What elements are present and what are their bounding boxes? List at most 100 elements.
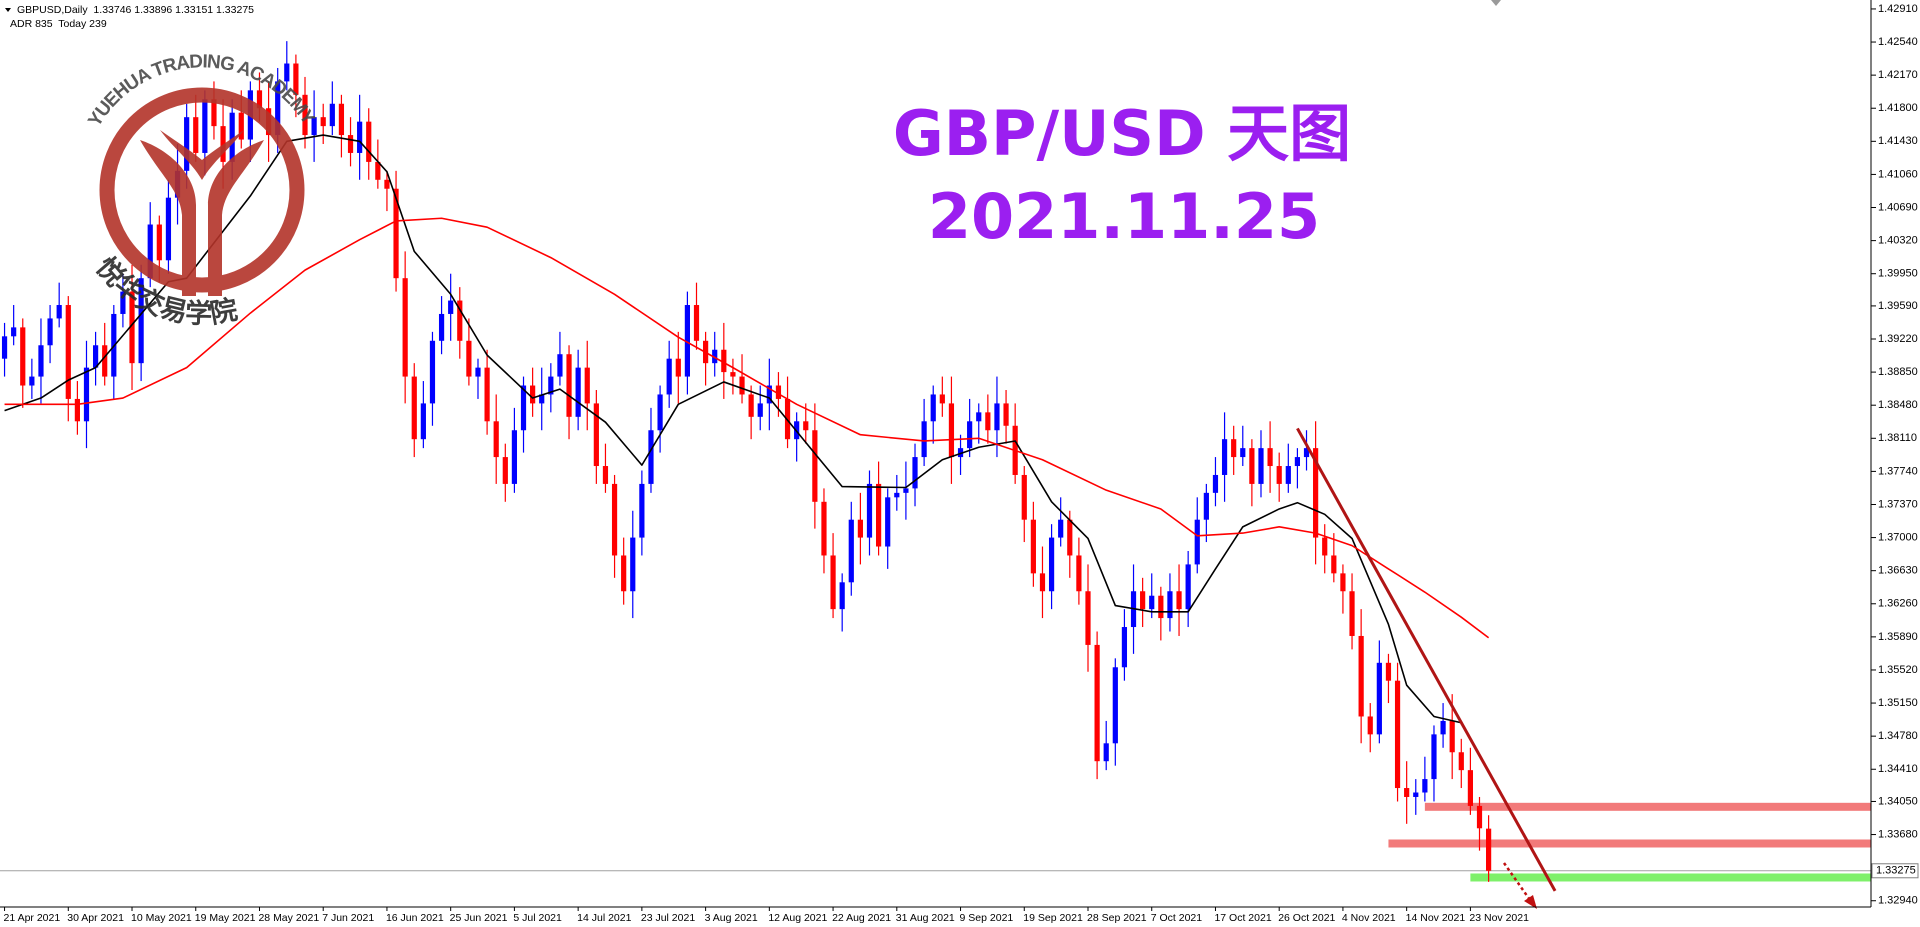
logo-left-arm <box>140 140 196 296</box>
candle-body <box>602 466 609 484</box>
level-zone <box>1424 802 1871 811</box>
y-tick-label: 1.42170 <box>1878 69 1918 81</box>
candle-body <box>1212 474 1219 493</box>
candle-body <box>129 291 135 364</box>
candle-body <box>712 349 718 364</box>
x-tick-label: 23 Nov 2021 <box>1469 912 1529 924</box>
candle-body <box>402 278 408 377</box>
y-tick-label: 1.41800 <box>1878 102 1918 114</box>
candle-body <box>457 300 463 341</box>
marks-layer <box>1 41 1492 882</box>
candle-body <box>1476 805 1483 829</box>
candle-body <box>985 412 991 431</box>
y-tick-label: 1.35150 <box>1878 697 1918 709</box>
candle-body <box>384 179 390 189</box>
candle-body <box>448 300 454 314</box>
candle-body <box>857 519 863 538</box>
y-tick-label: 1.40320 <box>1878 235 1918 247</box>
candle-body <box>912 457 918 489</box>
x-tick-label: 25 Jun 2021 <box>450 912 508 924</box>
moving-average <box>4 217 1490 639</box>
candle-body <box>894 492 900 498</box>
candle-body <box>1267 448 1273 467</box>
candle-body <box>1340 573 1346 592</box>
chart-subtitle: 2021.11.25 <box>928 180 1320 253</box>
y-tick-label: 1.38850 <box>1878 366 1918 378</box>
x-tick-label: 19 May 2021 <box>195 912 256 924</box>
candle-body <box>630 537 636 592</box>
candle-body <box>1085 591 1091 645</box>
candle-body <box>120 291 126 314</box>
candle-body <box>575 367 581 417</box>
candle-body <box>666 358 672 395</box>
candle-body <box>839 582 845 610</box>
candle-body <box>184 117 190 171</box>
y-tick-label: 1.34050 <box>1878 795 1918 807</box>
candle-body <box>1021 474 1027 520</box>
candle-body <box>211 99 217 127</box>
candle-body <box>903 488 909 493</box>
candle-body <box>967 421 973 449</box>
candle-body <box>948 403 955 458</box>
candle-body <box>1231 439 1237 458</box>
candle-body <box>102 345 108 377</box>
last-price-box <box>1871 863 1919 879</box>
x-tick-label: 31 Aug 2021 <box>896 912 955 924</box>
candle-body <box>1094 644 1100 762</box>
candle-body <box>1394 680 1401 789</box>
projection-arrow <box>1502 862 1532 901</box>
candle-body <box>693 305 700 341</box>
candle-body <box>1303 448 1310 458</box>
x-tick-label: 16 Jun 2021 <box>386 912 444 924</box>
y-tick-label: 1.38480 <box>1878 399 1918 411</box>
candle-body <box>1367 716 1373 735</box>
x-tick-label: 28 May 2021 <box>258 912 319 924</box>
y-tick-label: 1.39220 <box>1878 333 1918 345</box>
candle-body <box>275 81 281 136</box>
candle-body <box>1 336 8 359</box>
menu-triangle <box>5 8 11 12</box>
candle-body <box>675 358 681 377</box>
trend-line <box>1296 427 1557 892</box>
candle-body <box>1440 720 1446 735</box>
candle-body <box>957 448 964 458</box>
candle-body <box>393 188 399 279</box>
candle-body <box>1030 519 1036 574</box>
candle-body <box>484 367 490 422</box>
candle-body <box>1112 667 1118 744</box>
candle-body <box>812 430 818 502</box>
indicator-line: ADR 835 Today 239 <box>10 18 107 30</box>
candle-body <box>511 430 518 484</box>
candle-body <box>1449 720 1455 753</box>
candle-body <box>1258 448 1264 484</box>
y-tick-label: 1.39590 <box>1878 300 1918 312</box>
shift-marker <box>1491 0 1501 6</box>
plot-area <box>0 0 1871 907</box>
candle-body <box>1313 448 1319 538</box>
candle-body <box>20 327 26 386</box>
candle-body <box>311 117 317 136</box>
logo-ring <box>99 87 305 293</box>
candle-body <box>29 376 35 386</box>
candle-body <box>1194 519 1200 565</box>
candle-body <box>1003 403 1009 426</box>
candle-body <box>684 305 690 377</box>
candle-body <box>1067 519 1073 556</box>
candle-body <box>38 345 44 377</box>
x-tick-label: 21 Apr 2021 <box>4 912 61 924</box>
candle-body <box>320 117 326 127</box>
candle-body <box>1376 662 1382 735</box>
x-tick-label: 14 Jul 2021 <box>577 912 631 924</box>
candle-body <box>502 457 508 484</box>
candle-body <box>329 103 335 127</box>
x-tick-label: 12 Aug 2021 <box>768 912 827 924</box>
candle-body <box>1249 448 1255 484</box>
candle-body <box>138 278 144 364</box>
candle-body <box>1486 828 1492 871</box>
candle-body <box>566 354 572 417</box>
logo-centre <box>160 130 244 180</box>
back-layer <box>0 802 1871 882</box>
candle-body <box>866 483 873 538</box>
candle-body <box>47 318 53 346</box>
x-tick-label: 10 May 2021 <box>131 912 192 924</box>
